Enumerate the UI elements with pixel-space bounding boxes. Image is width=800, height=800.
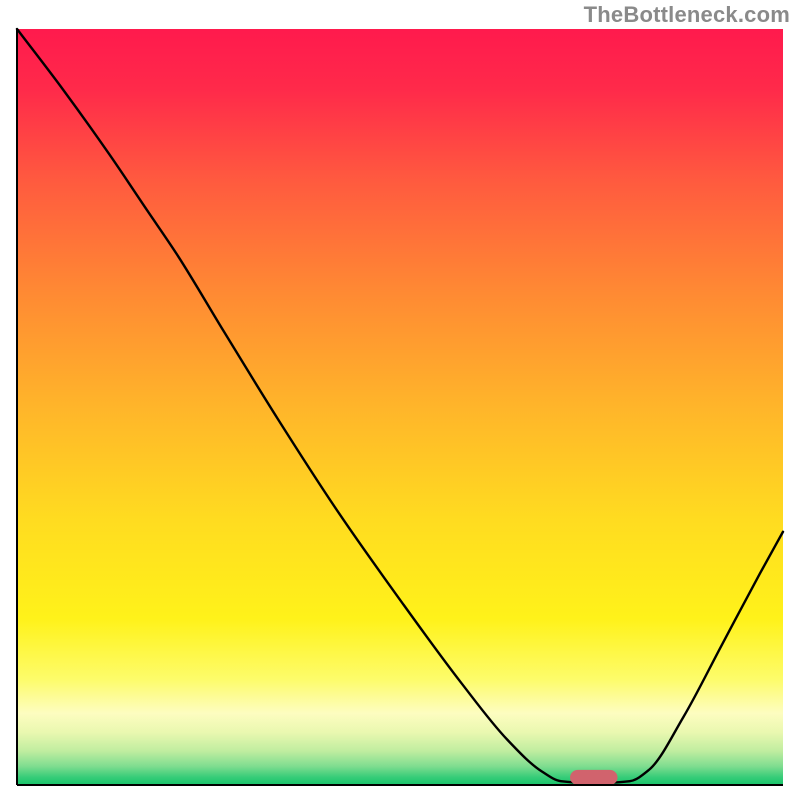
gradient-background [17,29,783,785]
watermark-text: TheBottleneck.com [584,2,790,28]
bottleneck-chart [0,0,800,800]
optimal-marker [570,770,617,785]
chart-container: TheBottleneck.com [0,0,800,800]
